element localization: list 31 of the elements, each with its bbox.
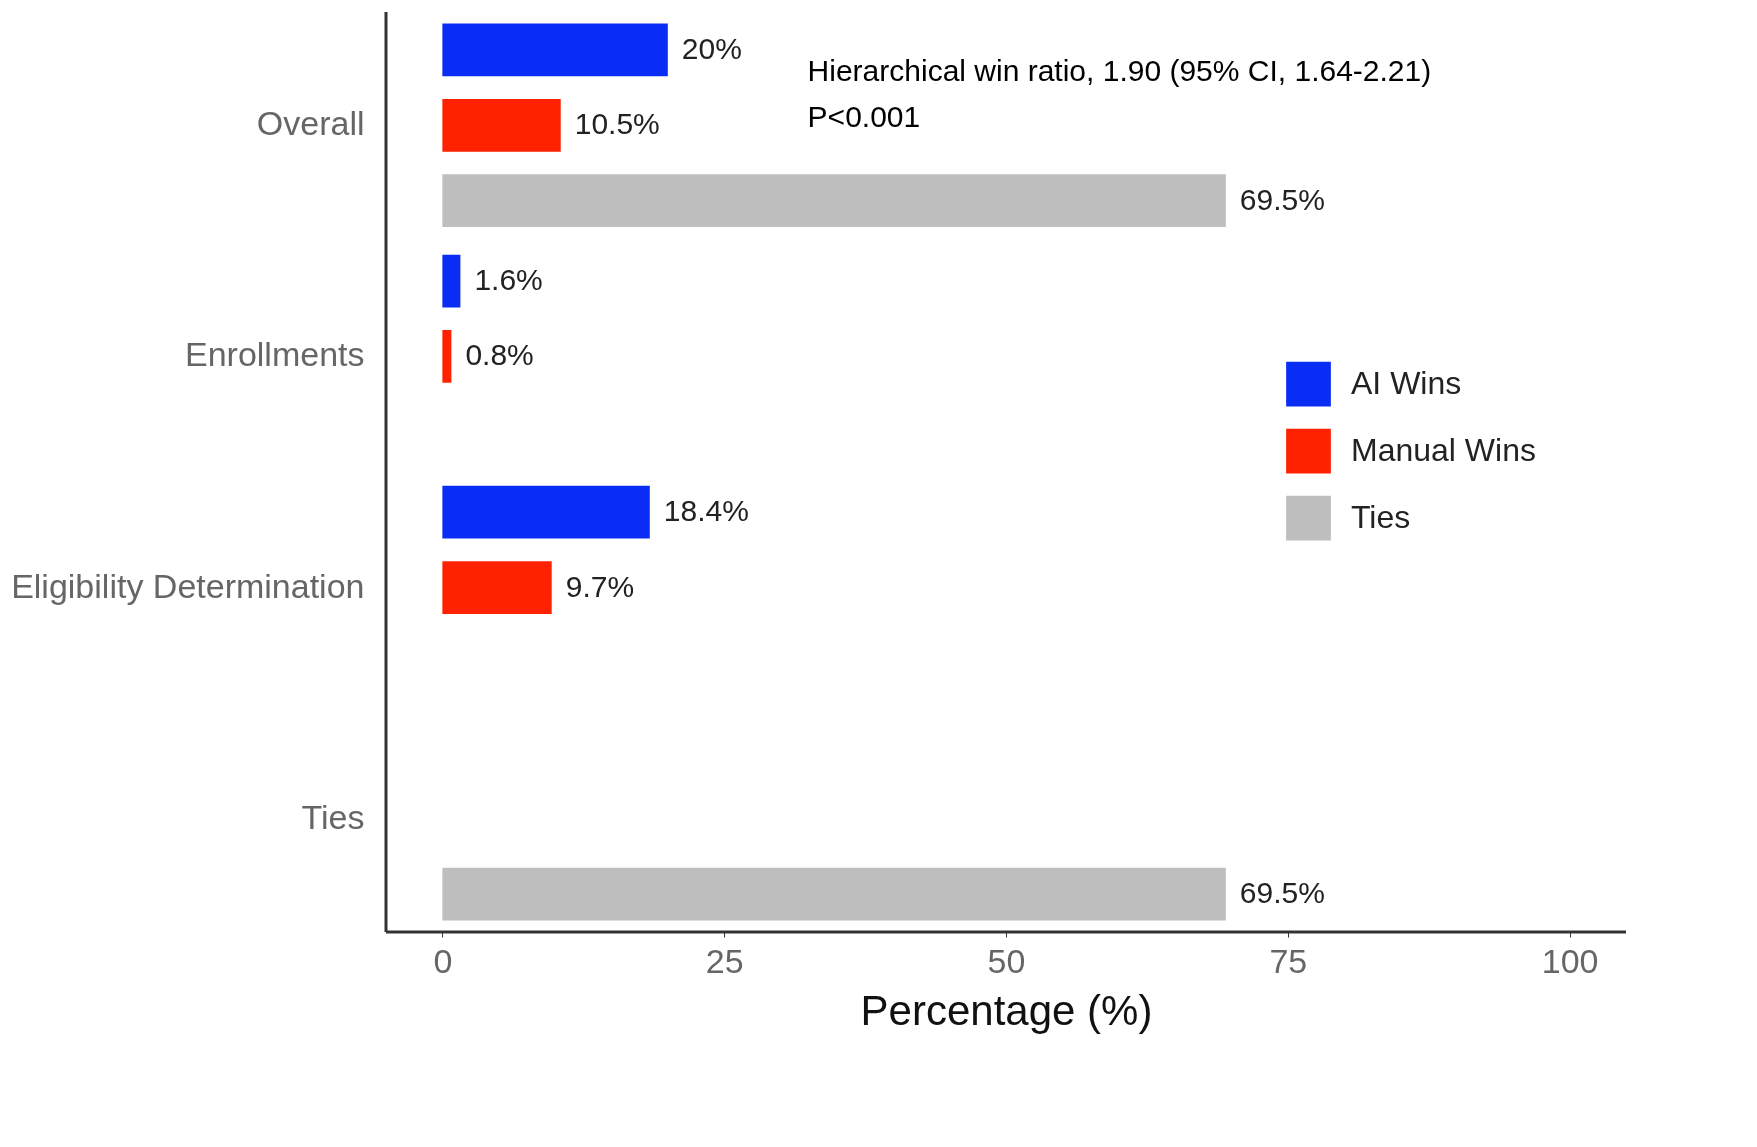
y-tick-label: Overall bbox=[256, 104, 365, 143]
bar bbox=[442, 485, 650, 539]
data-label: 69.5% bbox=[1239, 182, 1325, 216]
x-tick-label: 25 bbox=[705, 941, 744, 980]
data-label: 18.4% bbox=[663, 494, 749, 528]
x-axis-title: Percentage (%) bbox=[860, 986, 1153, 1034]
x-tick-label: 100 bbox=[1541, 941, 1599, 980]
data-label: 20% bbox=[681, 31, 742, 65]
annotation: P<0.001 bbox=[807, 100, 921, 133]
bar bbox=[442, 98, 561, 152]
data-label: 9.7% bbox=[565, 569, 635, 603]
y-tick-label: Ties bbox=[301, 797, 365, 836]
bar bbox=[442, 330, 452, 383]
data-label: 10.5% bbox=[574, 107, 660, 141]
bar bbox=[442, 561, 552, 614]
legend-label: AI Wins bbox=[1351, 365, 1462, 402]
x-tick-label: 50 bbox=[987, 941, 1026, 980]
y-tick-label: Enrollments bbox=[184, 335, 365, 374]
x-tick-label: 0 bbox=[433, 941, 453, 980]
data-label: 0.8% bbox=[465, 338, 534, 372]
data-label: 1.6% bbox=[474, 263, 543, 297]
y-tick-label: Eligibility Determination bbox=[11, 566, 365, 605]
legend-label: Manual Wins bbox=[1351, 432, 1536, 469]
bar bbox=[442, 23, 668, 77]
bar bbox=[442, 867, 1226, 921]
data-label: 69.5% bbox=[1239, 876, 1325, 910]
bar bbox=[442, 174, 1226, 227]
legend-label: Ties bbox=[1351, 499, 1411, 536]
annotation: Hierarchical win ratio, 1.90 (95% CI, 1.64-2.21) bbox=[807, 54, 1432, 87]
x-tick-label: 75 bbox=[1269, 941, 1308, 980]
bar bbox=[442, 254, 461, 308]
